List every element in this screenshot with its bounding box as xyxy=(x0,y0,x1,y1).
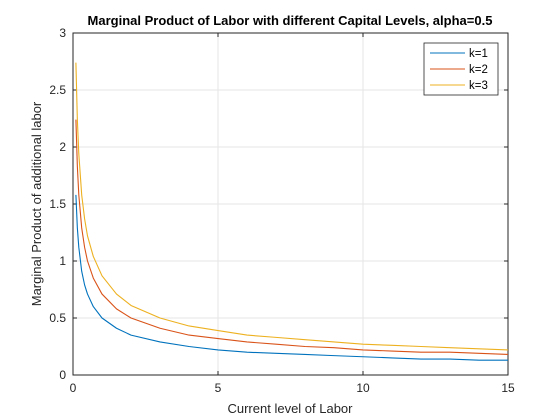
legend-label: k=3 xyxy=(469,80,488,92)
x-tick-label: 5 xyxy=(215,381,222,395)
series-line-k-2 xyxy=(75,119,509,356)
x-tick-label: 10 xyxy=(356,381,370,395)
legend: k=1 k=2 k=3 xyxy=(423,42,499,96)
y-tick-label: 2.5 xyxy=(49,83,66,97)
grid xyxy=(73,33,508,375)
y-tick-label: 1.5 xyxy=(49,197,66,211)
x-tick-label: 0 xyxy=(70,381,77,395)
x-tick-label: 15 xyxy=(501,381,515,395)
y-tick-label: 0 xyxy=(59,368,66,382)
series-line-k-1 xyxy=(75,194,508,361)
y-tick-label: 0.5 xyxy=(49,311,66,325)
chart-title: Marginal Product of Labor with different… xyxy=(88,13,493,28)
y-tick-label: 1 xyxy=(59,254,66,268)
series-line-k-3 xyxy=(75,62,509,351)
legend-label: k=1 xyxy=(469,48,488,60)
y-tick-label: 3 xyxy=(59,26,66,40)
y-axis-label: Marginal Product of additional labor xyxy=(29,101,44,306)
legend-label: k=2 xyxy=(469,64,488,76)
series-lines xyxy=(75,62,509,361)
x-axis-label: Current level of Labor xyxy=(227,401,353,416)
y-tick-label: 2 xyxy=(59,140,66,154)
axis-ticks: 0 5 10 15 0 0.5 1 1.5 2 2.5 3 xyxy=(49,26,515,395)
